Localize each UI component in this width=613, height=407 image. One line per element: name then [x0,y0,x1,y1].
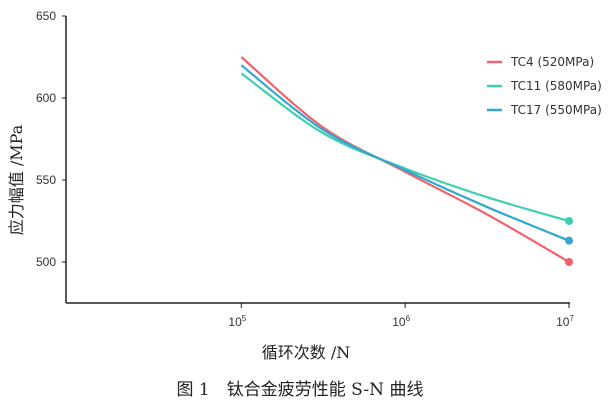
y-axis-label: 应力幅值 /MPa [7,124,26,235]
series-endpoint-marker [565,236,573,245]
y-tick-label: 650 [36,9,56,23]
series-line-1 [240,72,570,223]
legend-label: TC11 (580MPa) [510,79,602,93]
legend-label: TC17 (550MPa) [510,103,602,117]
series-endpoint-marker [565,258,573,266]
y-tick-label: 550 [36,173,56,187]
series-line-0 [240,56,570,263]
x-tick-label: 105 [228,314,246,329]
legend-label: TC4 (520MPa) [510,55,594,69]
y-tick-label: 500 [36,255,56,269]
x-axis-label: 循环次数 /N [262,343,350,362]
series-line-2 [240,64,570,242]
y-tick-label: 600 [36,91,56,105]
axes [65,16,570,304]
figure-caption: 图 1 钛合金疲劳性能 S-N 曲线 [177,380,424,400]
series-endpoint-marker [565,217,573,225]
x-tick-label: 107 [556,314,574,329]
x-tick-label: 106 [392,314,410,329]
